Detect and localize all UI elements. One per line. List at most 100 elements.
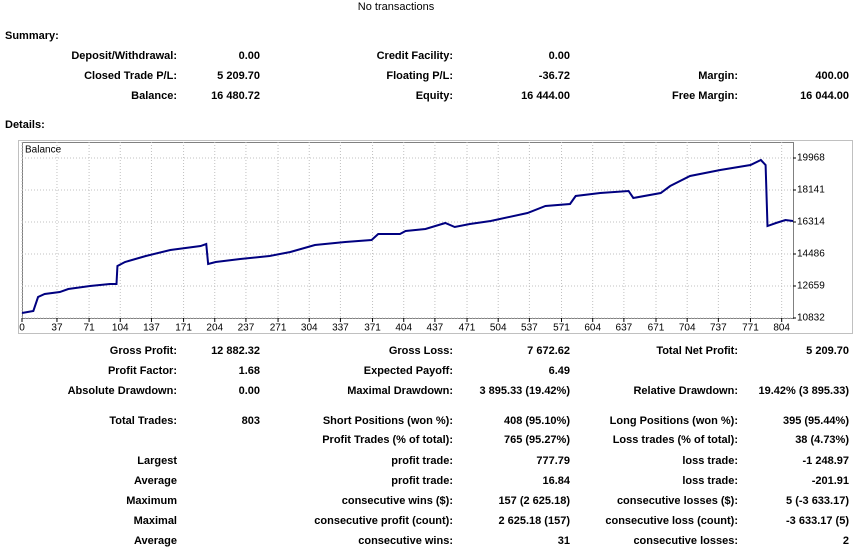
label: profit trade: bbox=[391, 455, 453, 467]
label: Gross Loss: bbox=[389, 345, 453, 357]
value: 157 (2 625.18) bbox=[498, 495, 570, 507]
value: 38 (4.73%) bbox=[795, 434, 849, 446]
y-tick-label: 10832 bbox=[797, 313, 825, 324]
x-tick-label: 537 bbox=[521, 323, 538, 334]
label: Short Positions (won %): bbox=[323, 415, 453, 427]
value: 2 625.18 (157) bbox=[498, 515, 570, 527]
x-tick-label: 337 bbox=[332, 323, 349, 334]
value: 16 480.72 bbox=[211, 90, 260, 102]
x-tick-label: 371 bbox=[364, 323, 381, 334]
value: 16 044.00 bbox=[800, 90, 849, 102]
x-tick-label: 471 bbox=[459, 323, 476, 334]
label: loss trade: bbox=[682, 455, 738, 467]
label: loss trade: bbox=[682, 475, 738, 487]
x-tick-label: 504 bbox=[490, 323, 507, 334]
value: 6.49 bbox=[549, 365, 570, 377]
x-tick-label: 137 bbox=[143, 323, 160, 334]
label: Maximal Drawdown: bbox=[347, 385, 453, 397]
section-title: Summary: bbox=[5, 30, 59, 42]
x-tick-label: 204 bbox=[206, 323, 223, 334]
label: Long Positions (won %): bbox=[610, 415, 738, 427]
header: No transactions bbox=[358, 1, 435, 13]
x-tick-label: 804 bbox=[773, 323, 790, 334]
value: 7 672.62 bbox=[527, 345, 570, 357]
value: 777.79 bbox=[536, 455, 570, 467]
label: Maximal bbox=[134, 515, 177, 527]
value: 0.00 bbox=[239, 50, 260, 62]
label: Maximum bbox=[126, 495, 177, 507]
label: consecutive losses: bbox=[633, 535, 738, 547]
value: 16.84 bbox=[542, 475, 570, 487]
x-tick-label: 0 bbox=[19, 323, 25, 334]
x-tick-label: 771 bbox=[742, 323, 759, 334]
y-tick-label: 18141 bbox=[797, 185, 825, 196]
label: Margin: bbox=[698, 70, 738, 82]
value: 803 bbox=[242, 415, 260, 427]
value: 19.42% (3 895.33) bbox=[758, 385, 849, 397]
label: Credit Facility: bbox=[377, 50, 453, 62]
x-tick-label: 704 bbox=[679, 323, 696, 334]
value: -201.91 bbox=[812, 475, 849, 487]
y-tick-label: 14486 bbox=[797, 249, 825, 260]
label: consecutive wins ($): bbox=[342, 495, 453, 507]
x-tick-label: 404 bbox=[395, 323, 412, 334]
label: consecutive loss (count): bbox=[605, 515, 738, 527]
x-tick-label: 737 bbox=[710, 323, 727, 334]
value: 395 (95.44%) bbox=[783, 415, 849, 427]
x-tick-label: 671 bbox=[648, 323, 665, 334]
label: consecutive losses ($): bbox=[617, 495, 738, 507]
x-tick-label: 437 bbox=[427, 323, 444, 334]
x-tick-label: 71 bbox=[84, 323, 96, 334]
label: Deposit/Withdrawal: bbox=[71, 50, 177, 62]
value: 31 bbox=[558, 535, 570, 547]
value: 408 (95.10%) bbox=[504, 415, 570, 427]
value: -36.72 bbox=[539, 70, 570, 82]
value: 1.68 bbox=[239, 365, 260, 377]
label: Relative Drawdown: bbox=[633, 385, 738, 397]
label: Absolute Drawdown: bbox=[68, 385, 177, 397]
value: 0.00 bbox=[549, 50, 570, 62]
label: Balance: bbox=[131, 90, 177, 102]
value: -3 633.17 (5) bbox=[786, 515, 849, 527]
label: Total Trades: bbox=[109, 415, 177, 427]
label: Average bbox=[134, 475, 177, 487]
y-tick-label: 19968 bbox=[797, 153, 825, 164]
label: Equity: bbox=[416, 90, 453, 102]
x-tick-label: 271 bbox=[270, 323, 287, 334]
legend-label: Balance bbox=[25, 145, 62, 156]
label: profit trade: bbox=[391, 475, 453, 487]
balance-line bbox=[21, 158, 794, 314]
label: Profit Factor: bbox=[108, 365, 177, 377]
label: Total Net Profit: bbox=[656, 345, 738, 357]
x-tick-label: 171 bbox=[175, 323, 192, 334]
value: 0.00 bbox=[239, 385, 260, 397]
value: 2 bbox=[843, 535, 849, 547]
x-tick-label: 604 bbox=[584, 323, 601, 334]
label: Free Margin: bbox=[672, 90, 738, 102]
value: -1 248.97 bbox=[803, 455, 849, 467]
y-tick-label: 12659 bbox=[797, 281, 825, 292]
value: 16 444.00 bbox=[521, 90, 570, 102]
label: Loss trades (% of total): bbox=[613, 434, 738, 446]
label: Gross Profit: bbox=[110, 345, 177, 357]
value: 400.00 bbox=[815, 70, 849, 82]
section-title: Details: bbox=[5, 119, 45, 131]
label: consecutive profit (count): bbox=[314, 515, 453, 527]
x-tick-label: 571 bbox=[553, 323, 570, 334]
x-tick-label: 304 bbox=[301, 323, 318, 334]
value: 5 209.70 bbox=[806, 345, 849, 357]
label: Average bbox=[134, 535, 177, 547]
label: Largest bbox=[137, 455, 177, 467]
x-tick-label: 237 bbox=[238, 323, 255, 334]
x-tick-label: 637 bbox=[616, 323, 633, 334]
value: 765 (95.27%) bbox=[504, 434, 570, 446]
x-tick-label: 37 bbox=[51, 323, 63, 334]
label: Closed Trade P/L: bbox=[84, 70, 177, 82]
label: consecutive wins: bbox=[358, 535, 453, 547]
x-tick-label: 104 bbox=[112, 323, 129, 334]
label: Expected Payoff: bbox=[364, 365, 453, 377]
y-tick-label: 16314 bbox=[797, 217, 825, 228]
label: Profit Trades (% of total): bbox=[322, 434, 453, 446]
label: Floating P/L: bbox=[386, 70, 453, 82]
